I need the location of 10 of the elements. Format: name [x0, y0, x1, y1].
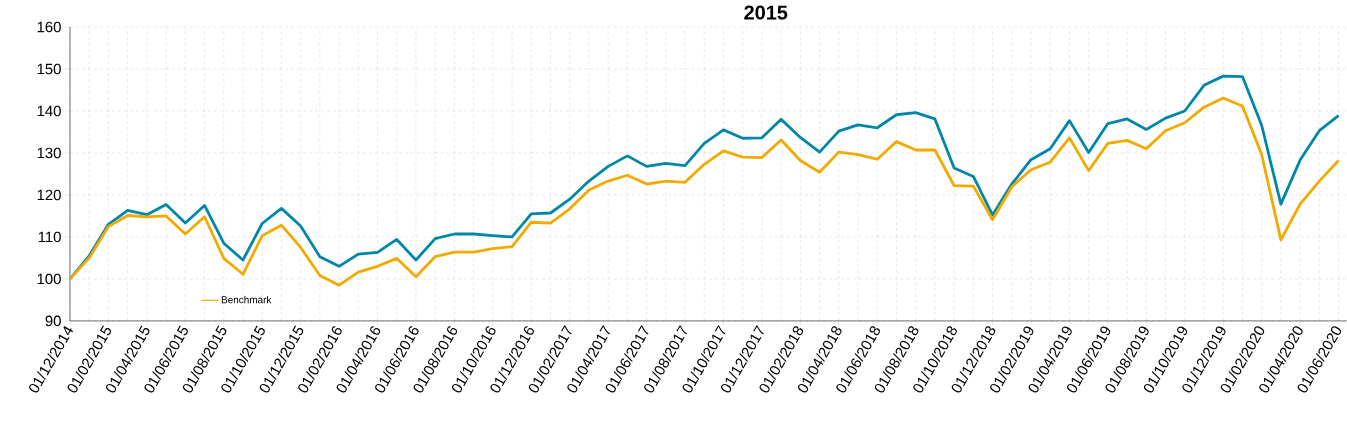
- chart-title: 2015: [744, 5, 788, 20]
- y-tick-label: 100: [37, 273, 61, 285]
- y-tick-label: 150: [37, 63, 61, 75]
- y-tick-label: 130: [37, 147, 61, 159]
- y-tick-label: 140: [37, 105, 61, 117]
- legend-label: Benchmark: [221, 296, 272, 304]
- y-tick-label: 110: [38, 231, 61, 243]
- y-tick-label: 160: [37, 21, 61, 33]
- y-tick-label: 120: [37, 189, 61, 201]
- y-tick-label: 90: [45, 315, 61, 327]
